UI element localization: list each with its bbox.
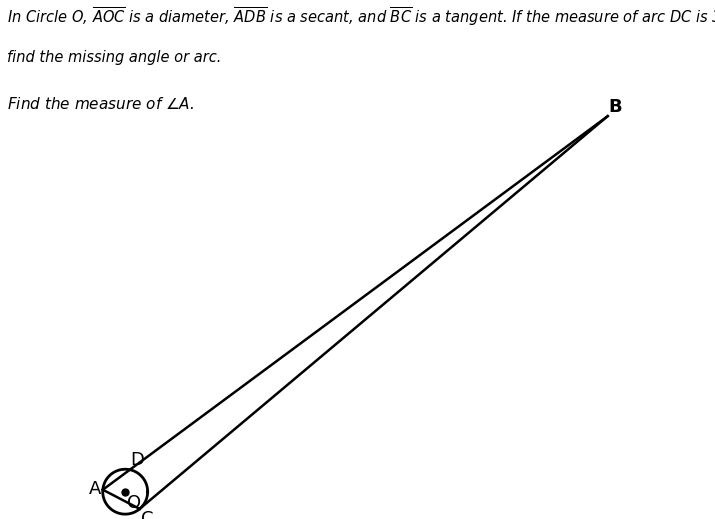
Text: D: D [131, 451, 144, 469]
Text: Find the measure of $\angle A$.: Find the measure of $\angle A$. [7, 96, 194, 112]
Text: In Circle O, $\overline{AOC}$ is a diameter, $\overline{ADB}$ is a secant, and $: In Circle O, $\overline{AOC}$ is a diame… [7, 5, 715, 28]
Text: O: O [127, 494, 141, 512]
Text: B: B [609, 98, 623, 116]
Text: C: C [141, 510, 153, 519]
Text: find the missing angle or arc.: find the missing angle or arc. [7, 50, 222, 64]
Text: A: A [89, 480, 102, 498]
